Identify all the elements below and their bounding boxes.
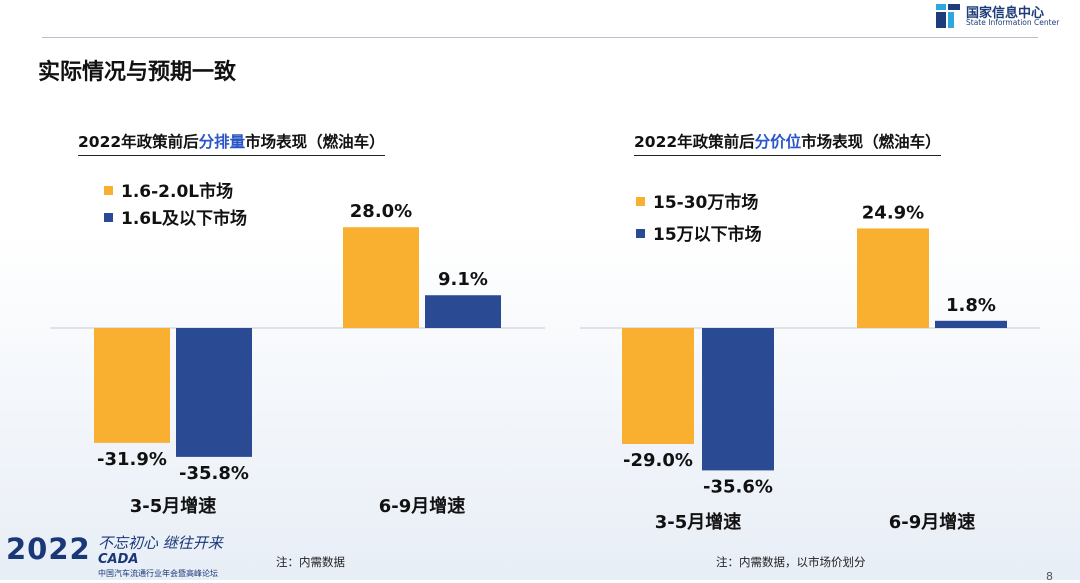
- right-data-label-1-0: 24.9%: [862, 202, 924, 223]
- right-category-label-0: 3-5月增速: [655, 511, 742, 533]
- right-legend-item-orange: 15-30万市场: [636, 188, 758, 213]
- right-legend-item-navy: 15万以下市场: [636, 220, 762, 245]
- left-bar-0-0: [94, 328, 170, 443]
- legend-label: 1.6L及以下市场: [121, 209, 247, 229]
- page-number: 8: [1046, 570, 1053, 583]
- left-category-label-1: 6-9月增速: [379, 495, 466, 517]
- legend-label: 15万以下市场: [653, 225, 762, 245]
- logo-english-name: State Information Center: [966, 18, 1060, 27]
- right-chart-title: 2022年政策前后分价位市场表现（燃油车）: [634, 130, 941, 156]
- left-bar-1-0: [343, 227, 419, 328]
- right-footnote: 注：内需数据，以市场价划分: [716, 555, 866, 569]
- logo-chinese-name: 国家信息中心: [966, 6, 1045, 21]
- right-data-label-0-0: -29.0%: [623, 450, 693, 471]
- right-title-highlight: 分价位: [754, 133, 802, 151]
- right-data-label-0-1: -35.6%: [703, 476, 773, 497]
- left-bar-1-1: [425, 295, 501, 328]
- legend-label: 15-30万市场: [653, 193, 759, 213]
- legend-swatch: [636, 196, 645, 206]
- left-data-label-1-1: 9.1%: [438, 269, 488, 290]
- right-category-label-1: 6-9月增速: [889, 511, 976, 533]
- right-bar-1-1: [935, 320, 1007, 328]
- state-information-center-logo: 国家信息中心 State Information Center: [936, 2, 1066, 32]
- footer-forum-name: 中国汽车流通行业年会暨高峰论坛: [98, 569, 218, 578]
- legend-label: 1.6-2.0L市场: [121, 182, 234, 202]
- right-title-prefix: 2022年政策前后: [634, 133, 755, 151]
- left-chart-title: 2022年政策前后分排量市场表现（燃油车）: [78, 130, 385, 156]
- left-legend-item-orange: 1.6-2.0L市场: [104, 177, 233, 202]
- left-data-label-0-0: -31.9%: [97, 449, 167, 470]
- header-divider: [42, 37, 1038, 38]
- legend-swatch: [636, 228, 645, 238]
- sic-logo-icon: [936, 4, 960, 28]
- right-title-suffix: 市场表现（燃油车）: [801, 133, 941, 151]
- footer-year: 2022: [6, 532, 91, 566]
- left-category-label-0: 3-5月增速: [130, 495, 217, 517]
- left-title-prefix: 2022年政策前后: [78, 133, 199, 151]
- legend-swatch: [104, 185, 113, 195]
- footer-slogan: 不忘初心 继往开来: [98, 534, 223, 552]
- left-data-label-1-0: 28.0%: [350, 201, 412, 222]
- page-title: 实际情况与预期一致: [38, 60, 237, 85]
- right-data-label-1-1: 1.8%: [946, 295, 996, 316]
- left-legend-item-navy: 1.6L及以下市场: [104, 204, 247, 229]
- footer-cada-logo: CADA: [98, 552, 139, 567]
- legend-swatch: [104, 212, 113, 222]
- left-bar-0-1: [176, 328, 252, 457]
- left-title-highlight: 分排量: [198, 133, 246, 151]
- right-bar-0-0: [622, 328, 694, 444]
- left-footnote: 注：内需数据: [276, 555, 345, 569]
- right-bar-0-1: [702, 328, 774, 471]
- left-data-label-0-1: -35.8%: [179, 463, 249, 484]
- right-bar-1-0: [857, 228, 929, 328]
- left-title-suffix: 市场表现（燃油车）: [245, 133, 385, 151]
